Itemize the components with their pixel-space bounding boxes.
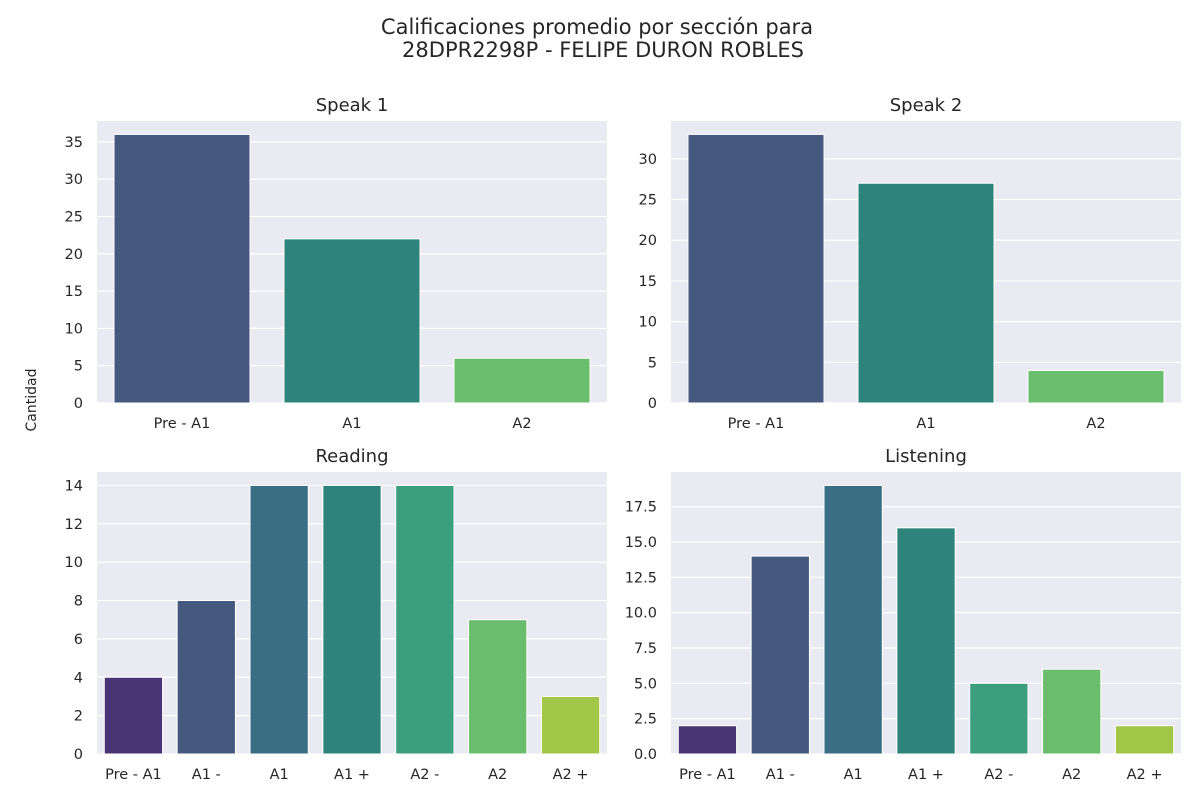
bar-listening [750, 555, 810, 755]
y-tick-label-speak-2: 15 [639, 274, 657, 290]
bar-speak-1 [283, 238, 421, 404]
y-tick-label-speak-2: 10 [639, 315, 657, 331]
panel-title-reading: Reading [315, 446, 388, 467]
y-tick-label-reading: 4 [74, 670, 83, 686]
y-tick-label-speak-2: 25 [639, 193, 657, 209]
bar-reading [468, 619, 528, 755]
x-tick-label-reading: A2 + [553, 767, 589, 783]
x-tick-label-speak-2: Pre - A1 [728, 416, 785, 432]
panel-reading: 0 2 4 6 8 10 12 14 Pre - A1 A1 - A1 A1 + A2 - A2 A2 + R… [65, 446, 607, 783]
bar-speak-2 [857, 182, 995, 404]
x-tick-label-reading: A2 - [410, 767, 439, 783]
panel-title-speak-1: Speak 1 [316, 95, 389, 116]
x-tick-label-listening: A1 [844, 767, 863, 783]
y-tick-label-listening: 15.0 [625, 535, 657, 551]
panel-title-speak-2: Speak 2 [890, 95, 963, 116]
y-tick-label-reading: 12 [65, 517, 83, 533]
panel-speak-1: 0 5 10 15 20 25 30 35 Pre - A1 A1 A2 Speak 1 [65, 95, 607, 432]
y-tick-label-speak-1: 5 [74, 359, 83, 375]
y-tick-label-speak-1: 20 [65, 247, 83, 263]
x-tick-label-reading: A1 + [334, 767, 370, 783]
x-tick-label-listening: A2 [1062, 767, 1081, 783]
bar-listening [969, 682, 1029, 755]
y-tick-label-reading: 6 [74, 632, 83, 648]
y-tick-label-speak-2: 30 [639, 152, 657, 168]
bar-reading [322, 484, 382, 755]
x-tick-label-listening: A2 + [1127, 767, 1163, 783]
bar-listening [896, 527, 956, 755]
x-tick-label-speak-1: A2 [512, 416, 531, 432]
bar-speak-2 [1027, 369, 1165, 404]
y-tick-label-reading: 8 [74, 594, 83, 610]
bar-speak-1 [453, 357, 591, 404]
x-tick-label-listening: A1 - [766, 767, 795, 783]
y-tick-label-listening: 5.0 [634, 676, 657, 692]
bar-reading [395, 484, 455, 755]
y-tick-label-speak-1: 10 [65, 321, 83, 337]
panel-title-listening: Listening [885, 446, 967, 467]
y-tick-label-speak-1: 35 [65, 135, 83, 151]
figure-title-line-2: 28DPR2298P - FELIPE DURON ROBLES [402, 38, 804, 62]
y-tick-label-reading: 10 [65, 555, 83, 571]
bar-listening [1042, 668, 1102, 755]
y-tick-label-speak-1: 25 [65, 209, 83, 225]
bar-reading [176, 600, 236, 755]
y-tick-label-speak-1: 30 [65, 172, 83, 188]
bar-reading [249, 484, 309, 755]
y-tick-label-listening: 2.5 [634, 712, 657, 728]
x-tick-label-listening: Pre - A1 [679, 767, 736, 783]
figure-title-line-1: Calificaciones promedio por sección para [381, 15, 813, 39]
y-tick-label-speak-2: 5 [648, 355, 657, 371]
y-tick-label-speak-1: 15 [65, 284, 83, 300]
bar-reading [540, 695, 601, 755]
bar-listening [823, 484, 883, 755]
y-tick-label-reading: 2 [74, 709, 83, 725]
y-tick-label-listening: 7.5 [634, 641, 657, 657]
y-tick-label-listening: 17.5 [625, 500, 657, 516]
x-tick-label-speak-1: A1 [342, 416, 361, 432]
shared-y-axis-label: Cantidad [24, 369, 40, 432]
panel-speak-2: 0 5 10 15 20 25 30 Pre - A1 A1 A2 Speak 2 [639, 95, 1181, 432]
x-tick-label-speak-1: Pre - A1 [154, 416, 211, 432]
x-tick-label-reading: A2 [488, 767, 507, 783]
y-tick-label-speak-2: 0 [648, 396, 657, 412]
y-tick-label-reading: 14 [65, 478, 83, 494]
x-tick-label-listening: A2 - [984, 767, 1013, 783]
y-tick-label-listening: 12.5 [625, 570, 657, 586]
x-tick-label-reading: A1 [270, 767, 289, 783]
bar-speak-1 [113, 133, 251, 404]
bar-listening [1114, 725, 1175, 755]
y-tick-label-listening: 0.0 [634, 747, 657, 763]
y-tick-label-reading: 0 [74, 747, 83, 763]
y-tick-label-speak-1: 0 [74, 396, 83, 412]
x-tick-label-speak-2: A1 [916, 416, 935, 432]
bar-reading [103, 676, 164, 755]
y-tick-label-listening: 10.0 [625, 606, 657, 622]
x-tick-label-speak-2: A2 [1086, 416, 1105, 432]
x-tick-label-reading: Pre - A1 [105, 767, 162, 783]
y-tick-label-speak-2: 20 [639, 233, 657, 249]
x-tick-label-reading: A1 - [192, 767, 221, 783]
bar-speak-2 [687, 133, 825, 404]
panel-listening: 0.0 2.5 5.0 7.5 10.0 12.5 15.0 17.5 Pre - A1 A1 -… [625, 446, 1181, 783]
bar-listening [677, 725, 738, 755]
x-tick-label-listening: A1 + [908, 767, 944, 783]
